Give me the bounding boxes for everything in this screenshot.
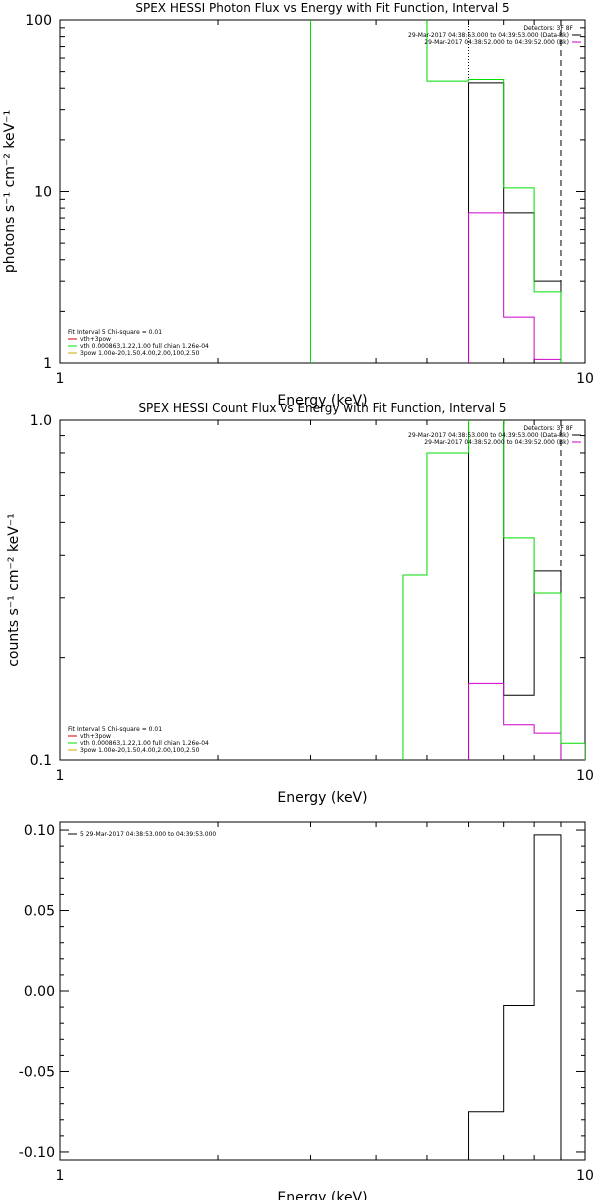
y-tick-label: 0.00 [24,984,55,1000]
x-axis-label: Energy (keV) [277,1190,367,1200]
series-line-vth-3pow [309,20,562,363]
legend-entry: vth+3pow [80,733,111,740]
legend-entry: 29-Mar-2017 04:38:53.000 to 04:39:53.000… [408,32,569,39]
y-tick-label: 0.1 [30,753,52,769]
x-tick-label: 10 [576,1168,594,1184]
legend-entry: vth 0.000863,1.22,1.00 full chian 1.26e-… [80,343,209,350]
plot-panel-3: 1 10 0.10 0.05 0.00 -0.05 -0.10 Energy (keV) 5 2… [19,821,594,1200]
plot-frame [59,821,586,1161]
plot-data-area [402,420,585,760]
x-tick-label: 1 [56,1168,65,1184]
y-axis-label: photons s⁻¹ cm⁻² keV⁻¹ [2,110,18,273]
legend-entry: 5 29-Mar-2017 04:38:53.000 to 04:39:53.0… [80,831,216,838]
y-axis-label: counts s⁻¹ cm⁻² keV⁻¹ [6,513,22,667]
legend-header: Fit Interval 5 Chi-square = 0.01 [68,726,162,733]
plot-data-area [309,20,562,363]
legend-header: Detectors: 3F 8F [523,25,573,32]
plot-data-area [468,834,562,1160]
x-axis-label: Energy (keV) [277,790,367,806]
legend-entry: 3pow 1.00e-20,1.50,4.00,2.00,100,2.50 [80,350,200,357]
plot-frame [59,419,586,761]
legend-entry: vth 0.000863,1.22,1.00 full chian 1.26e-… [80,740,209,747]
series-line-bk [468,682,562,760]
x-axis-label: Energy (keV) [277,393,367,409]
y-tick-label: -0.05 [19,1064,55,1080]
y-tick-label: 0.10 [24,823,55,839]
y-tick-label: 0.05 [24,904,55,920]
legend-entry: 29-Mar-2017 04:38:53.000 to 04:39:53.000… [408,432,569,439]
plot-panel-2: SPEX HESSI Count Flux vs Energy with Fit… [6,401,594,806]
y-tick-label: 1 [43,356,52,372]
legend-entry: 29-Mar-2017 04:38:52.000 to 04:39:52.000… [424,439,569,446]
legend-header: Fit Interval 5 Chi-square = 0.01 [68,329,162,336]
chart-title: SPEX HESSI Count Flux vs Energy with Fit… [138,401,506,415]
plot-frame [59,19,586,364]
chart-title: SPEX HESSI Photon Flux vs Energy with Fi… [135,1,509,15]
y-tick-label: 10 [34,185,52,201]
plot-panel-1: SPEX HESSI Photon Flux vs Energy with Fi… [2,1,594,409]
legend-header: Detectors: 3F 8F [523,425,573,432]
y-tick-label: -0.10 [19,1145,55,1161]
x-tick-label: 10 [576,768,594,784]
legend-entry: 29-Mar-2017 04:38:52.000 to 04:39:52.000… [424,39,569,46]
x-tick-label: 1 [56,768,65,784]
series-line-bk [468,212,562,363]
legend-entry: vth+3pow [80,336,111,343]
y-tick-label: 1.0 [30,413,52,429]
legend-entry: 3pow 1.00e-20,1.50,4.00,2.00,100,2.50 [80,747,200,754]
series-line-vth-3pow [402,420,585,760]
y-tick-label: 100 [25,13,52,29]
x-tick-label: 1 [56,371,65,387]
series-line-data-bk [468,420,562,760]
series-line-data-bk [468,82,562,363]
series-line-residual [468,834,562,1160]
x-tick-label: 10 [576,371,594,387]
